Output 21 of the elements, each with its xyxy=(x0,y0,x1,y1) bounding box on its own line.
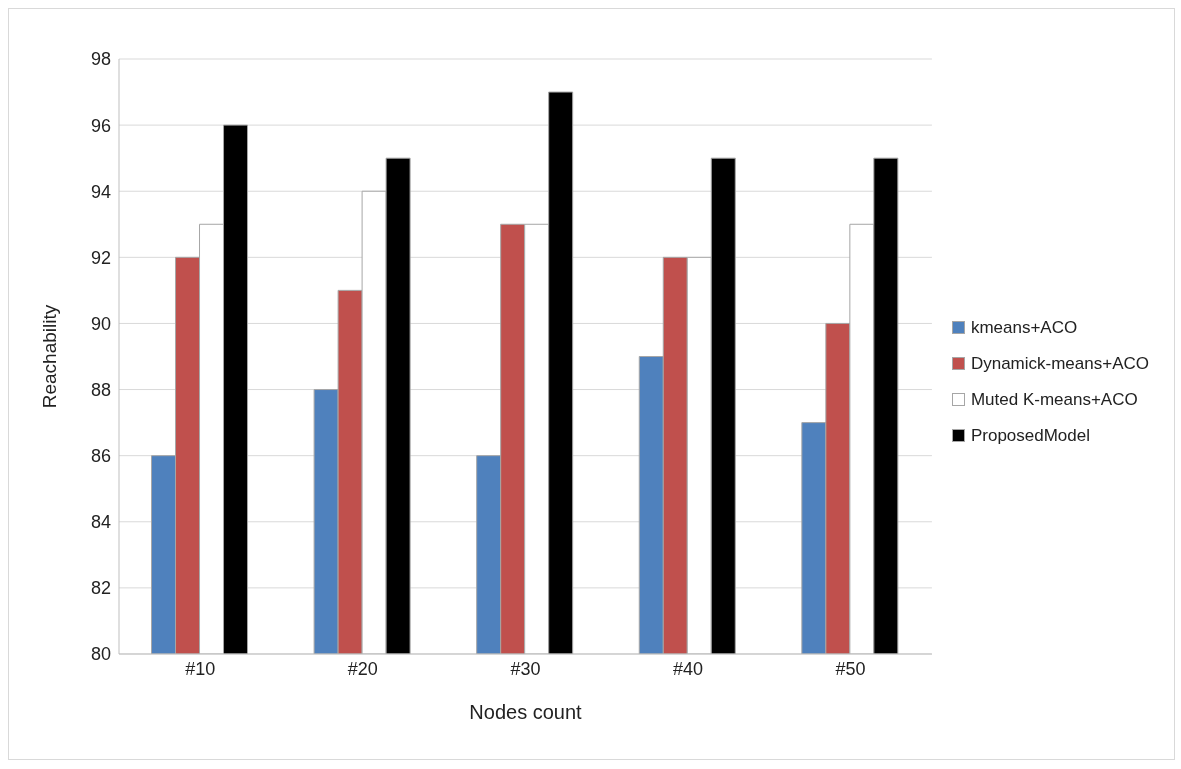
y-axis-title: Reachability xyxy=(38,304,60,409)
y-tick-label: 82 xyxy=(90,578,111,599)
legend-label: Dynamick-means+ACO xyxy=(970,353,1149,374)
y-tick-label: 90 xyxy=(90,313,111,334)
x-axis-title: Nodes count xyxy=(469,701,583,723)
y-tick-label: 94 xyxy=(90,181,111,202)
legend-label: ProposedModel xyxy=(970,425,1090,446)
y-tick-label: 86 xyxy=(90,446,111,467)
legend-label: kmeans+ACO xyxy=(970,317,1078,338)
y-tick-label: 84 xyxy=(90,512,111,533)
x-tick-label: #20 xyxy=(347,658,378,679)
x-tick-label: #50 xyxy=(835,658,866,679)
x-tick-label: #10 xyxy=(185,658,216,679)
y-tick-label: 92 xyxy=(90,247,111,268)
y-tick-label: 98 xyxy=(90,49,111,70)
y-tick-label: 96 xyxy=(90,115,111,136)
y-tick-label: 80 xyxy=(90,644,111,665)
legend-label: Muted K-means+ACO xyxy=(970,389,1138,410)
x-tick-label: #40 xyxy=(673,658,704,679)
y-tick-label: 88 xyxy=(90,379,111,400)
x-tick-label: #30 xyxy=(510,658,541,679)
